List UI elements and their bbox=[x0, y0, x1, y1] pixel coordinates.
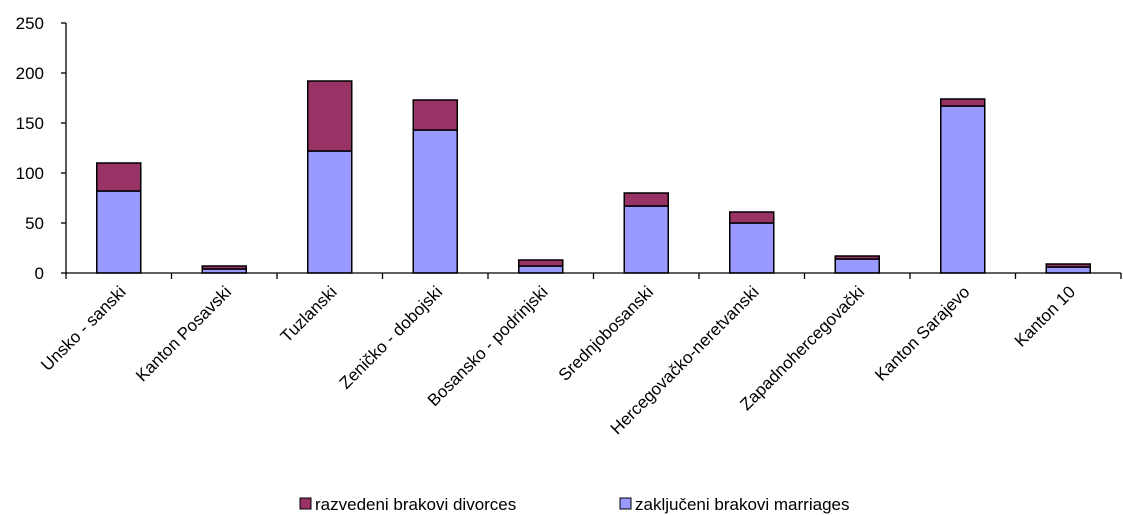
legend: razvedeni brakovi divorces zaključeni bra… bbox=[299, 495, 849, 514]
bar-divorces bbox=[1045, 263, 1091, 268]
legend-label: zaključeni brakovi marriages bbox=[635, 495, 849, 514]
bar-divorces bbox=[518, 259, 564, 267]
x-axis: Unsko - sanski Kanton Posavski TuzlanskiZe… bbox=[37, 272, 1122, 438]
bar-marriages bbox=[940, 105, 986, 274]
bar-marriages bbox=[96, 190, 142, 274]
legend-swatch bbox=[299, 497, 312, 510]
bar-divorces bbox=[623, 192, 669, 207]
y-tick-label: 50 bbox=[25, 214, 44, 233]
bar-marriages bbox=[623, 205, 669, 274]
bar-marriages bbox=[1045, 266, 1091, 274]
x-category-label: Srednjobosanski bbox=[555, 282, 657, 384]
legend-label: razvedeni brakovi divorces bbox=[315, 495, 516, 514]
legend-swatch bbox=[619, 497, 632, 510]
x-category-label: Unsko - sanski bbox=[37, 282, 129, 374]
bar-marriages bbox=[834, 258, 880, 274]
y-axis: 0 50 100 150 200 250 bbox=[16, 14, 67, 283]
x-category-label: Zeničko - dobojski bbox=[336, 282, 446, 392]
bar-marriages bbox=[729, 222, 775, 274]
bar-divorces bbox=[940, 98, 986, 107]
bar-divorces bbox=[834, 255, 880, 260]
x-category-label: Kanton Sarajevo bbox=[871, 282, 973, 384]
bar-divorces bbox=[96, 162, 142, 192]
x-category-label: Kanton 10 bbox=[1011, 282, 1079, 350]
bar-marriages bbox=[518, 265, 564, 274]
y-tick-label: 250 bbox=[16, 14, 44, 33]
bar-marriages bbox=[307, 150, 353, 274]
bar-divorces bbox=[412, 99, 458, 131]
x-category-label: Kanton Posavski bbox=[132, 282, 235, 385]
x-category-label: Tuzlanski bbox=[277, 282, 341, 346]
y-tick-label: 0 bbox=[35, 264, 44, 283]
bar-marriages bbox=[412, 129, 458, 274]
x-category-label: Bosansko - podrinjski bbox=[424, 282, 552, 410]
y-tick-label: 150 bbox=[16, 114, 44, 133]
bar-divorces bbox=[307, 80, 353, 152]
y-tick-label: 100 bbox=[16, 164, 44, 183]
bar-divorces bbox=[729, 211, 775, 224]
bar-divorces bbox=[201, 265, 247, 270]
y-tick-label: 200 bbox=[16, 64, 44, 83]
bars-group bbox=[96, 80, 1091, 274]
